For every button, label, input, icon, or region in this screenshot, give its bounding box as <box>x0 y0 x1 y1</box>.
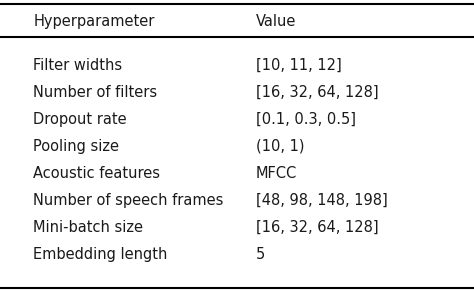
Text: Hyperparameter: Hyperparameter <box>33 14 155 29</box>
Text: [48, 98, 148, 198]: [48, 98, 148, 198] <box>256 193 388 208</box>
Text: Number of filters: Number of filters <box>33 85 157 100</box>
Text: (10, 1): (10, 1) <box>256 139 304 154</box>
Text: Filter widths: Filter widths <box>33 58 122 73</box>
Text: Acoustic features: Acoustic features <box>33 166 160 181</box>
Text: [16, 32, 64, 128]: [16, 32, 64, 128] <box>256 85 379 100</box>
Text: [10, 11, 12]: [10, 11, 12] <box>256 58 342 73</box>
Text: Pooling size: Pooling size <box>33 139 119 154</box>
Text: [16, 32, 64, 128]: [16, 32, 64, 128] <box>256 220 379 235</box>
Text: Number of speech frames: Number of speech frames <box>33 193 224 208</box>
Text: Dropout rate: Dropout rate <box>33 112 127 127</box>
Text: Mini-batch size: Mini-batch size <box>33 220 143 235</box>
Text: Value: Value <box>256 14 296 29</box>
Text: MFCC: MFCC <box>256 166 297 181</box>
Text: Embedding length: Embedding length <box>33 246 167 262</box>
Text: [0.1, 0.3, 0.5]: [0.1, 0.3, 0.5] <box>256 112 356 127</box>
Text: 5: 5 <box>256 246 265 262</box>
